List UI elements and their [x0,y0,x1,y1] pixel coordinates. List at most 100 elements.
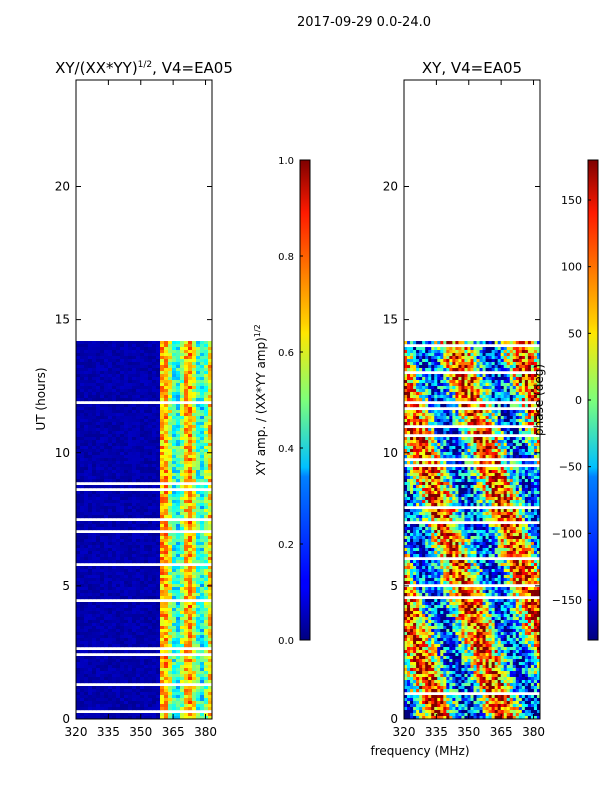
heatmap-cell [144,440,149,444]
heatmap-cell [208,515,212,519]
heatmap-cell [88,356,93,360]
heatmap-cell [148,458,153,462]
heatmap-cell [92,590,97,594]
heatmap-cell [84,575,89,579]
heatmap-cell [473,353,477,357]
heatmap-cell [188,566,193,570]
heatmap-cell [180,500,185,504]
heatmap-cell [128,458,133,462]
heatmap-cell [76,350,81,354]
heatmap-cell [176,356,181,360]
heatmap-cell [148,656,153,660]
heatmap-cell [88,434,93,438]
heatmap-cell [204,677,209,681]
heatmap-cell [461,416,465,420]
heatmap-cell [156,536,161,540]
heatmap-cell [84,611,89,615]
heatmap-cell [419,374,423,378]
heatmap-cell [530,380,535,384]
heatmap-cell [88,476,93,480]
heatmap-cell [88,578,93,582]
heatmap-cell [108,404,113,408]
heatmap-cell [96,545,101,549]
heatmap-cell [494,365,499,369]
heatmap-cell [96,443,101,447]
heatmap-cell [76,476,81,480]
heatmap-cell [148,392,153,396]
heatmap-cell [425,395,429,399]
heatmap-cell [437,383,441,387]
heatmap-cell [204,395,209,399]
heatmap-cell [184,692,189,696]
heatmap-cell [180,479,185,483]
heatmap-cell [200,527,205,531]
heatmap-cell [196,557,201,561]
heatmap-cell [116,344,121,348]
heatmap-cell [160,593,165,597]
heatmap-cell [536,383,540,387]
heatmap-cell [188,545,193,549]
heatmap-cell [156,341,161,345]
heatmap-cell [124,674,129,678]
heatmap-cell [500,365,505,369]
heatmap-cell [96,515,101,519]
heatmap-cell [536,341,540,345]
heatmap-cell [488,368,493,372]
heatmap-cell [140,341,145,345]
heatmap-cell [497,404,502,408]
heatmap-cell [152,584,157,588]
heatmap-cell [140,698,145,702]
heatmap-cell [204,701,209,705]
heatmap-cell [88,371,93,375]
heatmap-cell [88,527,93,531]
heatmap-cell [410,398,414,402]
heatmap-cell [184,362,189,366]
heatmap-cell [521,404,526,408]
heatmap-cell [188,557,193,561]
heatmap-cell [128,479,133,483]
heatmap-cell [88,398,93,402]
heatmap-cell [470,413,474,417]
heatmap-cell [96,680,101,684]
heatmap-cell [92,440,97,444]
heatmap-cell [128,698,133,702]
heatmap-cell [156,344,161,348]
heatmap-cell [188,614,193,618]
heatmap-cell [160,548,165,552]
heatmap-cell [476,359,480,363]
heatmap-cell [144,389,149,393]
heatmap-cell [425,362,429,366]
heatmap-cell [92,347,97,351]
heatmap-cell [112,446,117,450]
heatmap-cell [96,614,101,618]
heatmap-cell [88,641,93,645]
heatmap-cell [164,614,169,618]
heatmap-cell [413,347,417,351]
heatmap-cell [164,392,169,396]
heatmap-cell [76,611,81,615]
heatmap-cell [176,425,181,429]
heatmap-cell [184,575,189,579]
heatmap-cell [500,383,505,387]
heatmap-cell [148,689,153,693]
heatmap-cell [136,593,141,597]
heatmap-cell [160,689,165,693]
heatmap-cell [434,374,438,378]
heatmap-cell [132,344,137,348]
heatmap-cell [200,692,205,696]
heatmap-cell [112,458,117,462]
heatmap-cell [184,629,189,633]
heatmap-cell [140,464,145,468]
heatmap-cell [176,659,181,663]
heatmap-cell [443,353,447,357]
heatmap-cell [92,494,97,498]
heatmap-cell [172,680,177,684]
heatmap-cell [160,377,165,381]
heatmap-cell [108,416,113,420]
heatmap-cell [530,350,535,354]
heatmap-cell [208,344,212,348]
heatmap-cell [192,452,197,456]
heatmap-cell [156,464,161,468]
heatmap-cell [168,506,173,510]
heatmap-cell [112,377,117,381]
